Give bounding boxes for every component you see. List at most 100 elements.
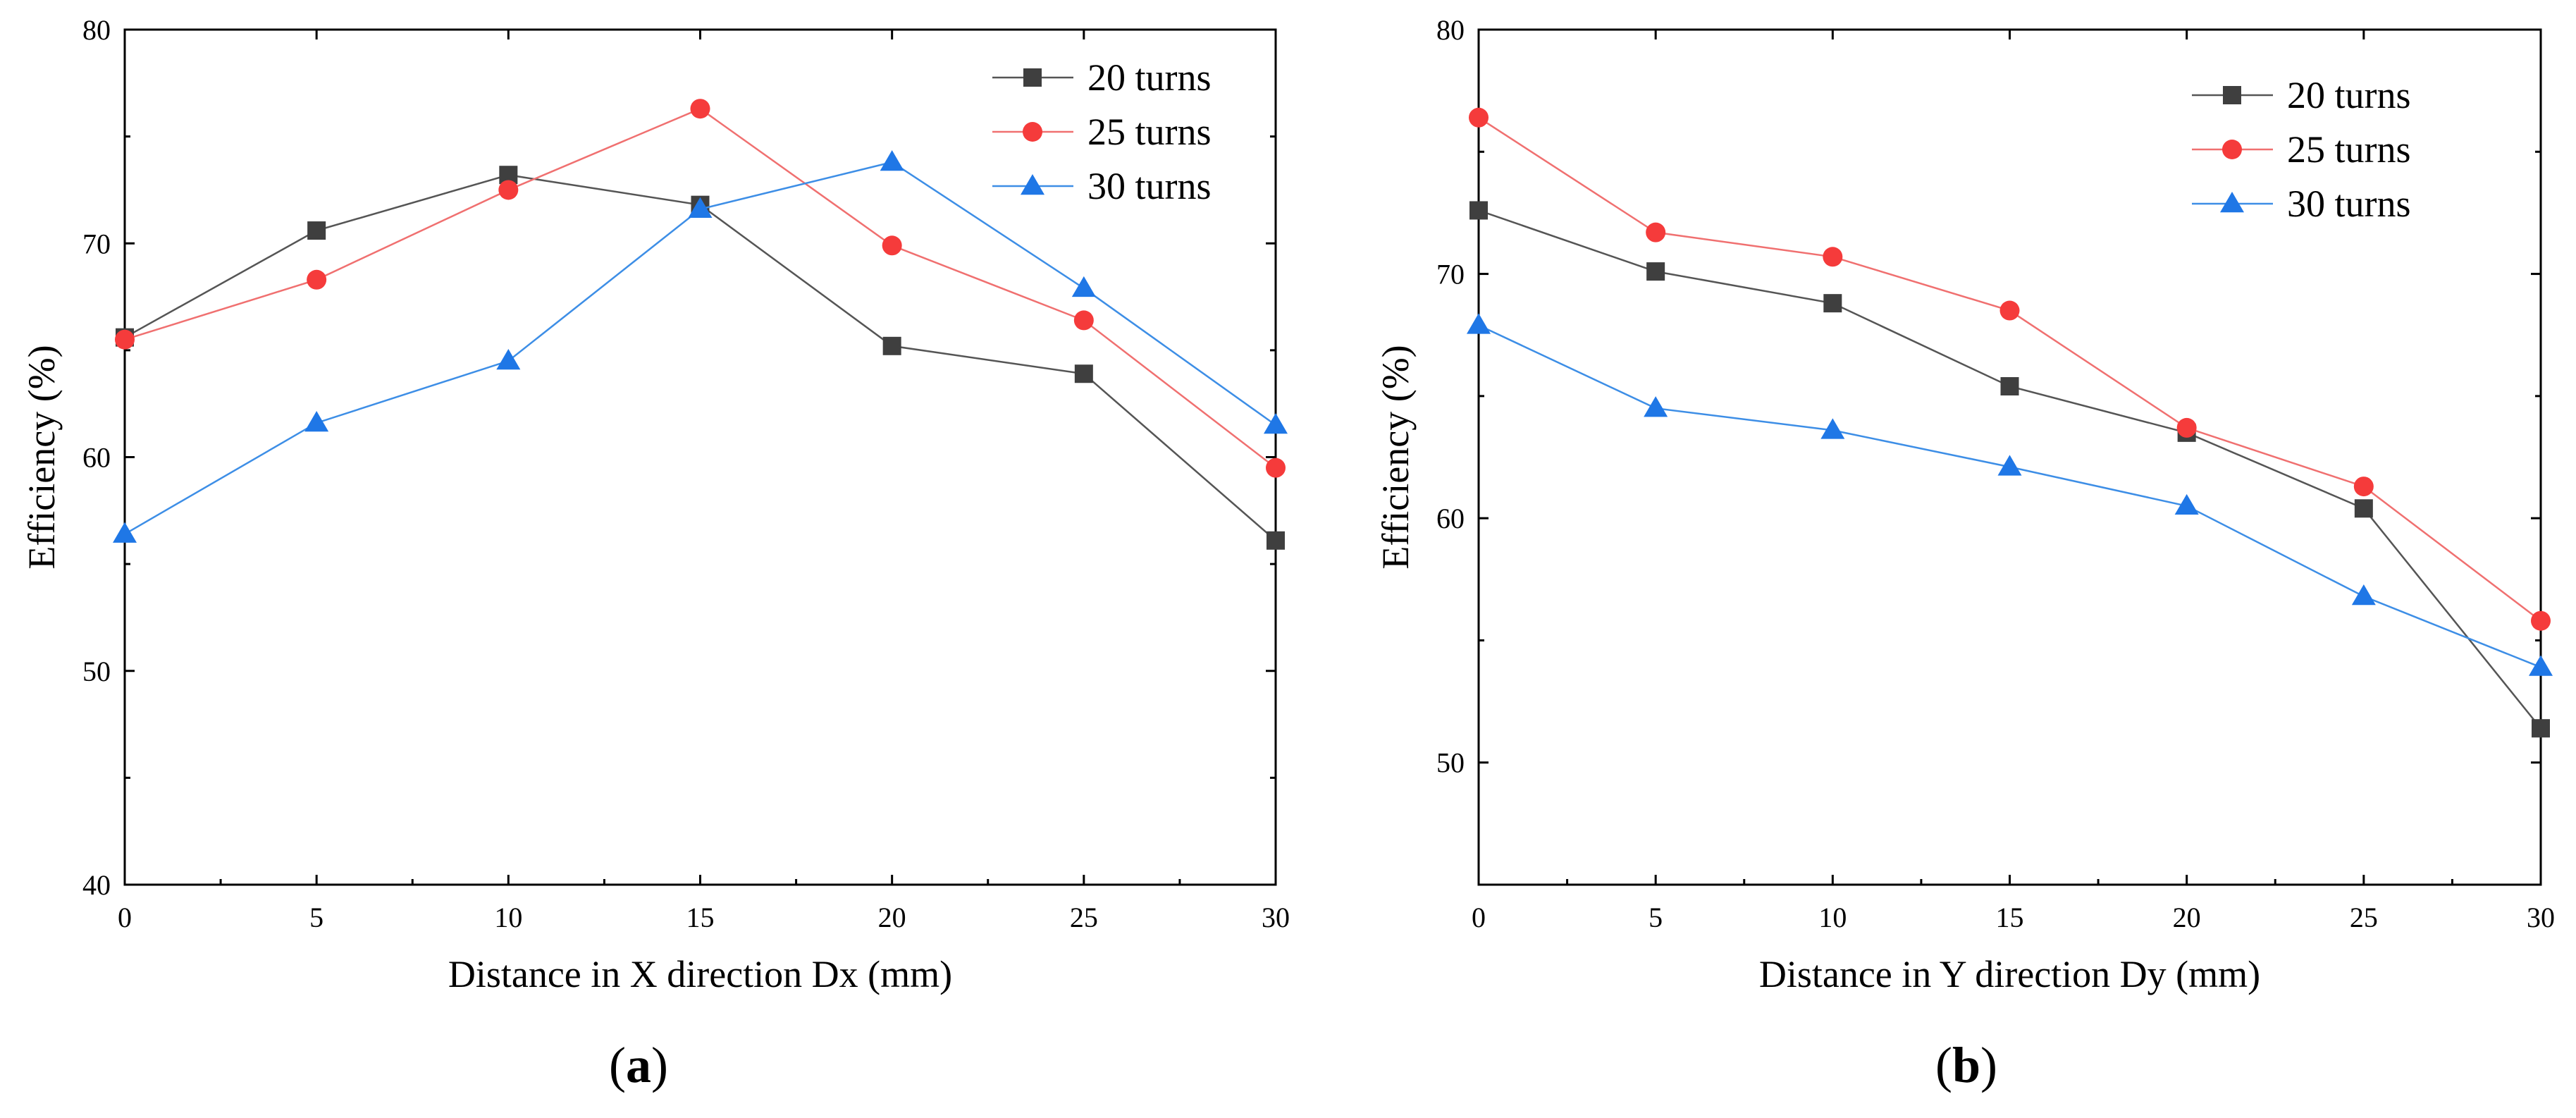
chart-b-y-axis-title: Efficiency (%) bbox=[1374, 345, 1417, 569]
chart-a-series-2-point bbox=[688, 197, 713, 218]
chart-a-panel-label: (a) bbox=[609, 1037, 668, 1093]
chart-a-panel-label-close: ) bbox=[651, 1037, 668, 1093]
chart-b: 0 5 10 15 20 25 30 50 60 70 80 Distance in Y direct… bbox=[1374, 14, 2555, 1093]
chart-b-series-0-point bbox=[2532, 719, 2550, 738]
chart-b-series-0-point bbox=[2354, 499, 2373, 518]
chart-b-series-2-point bbox=[1644, 396, 1668, 417]
chart-b-series-0-point bbox=[1823, 294, 1842, 313]
chart-a-legend-marker bbox=[1023, 122, 1042, 142]
chart-b-panel-label-letter: b bbox=[1952, 1037, 1980, 1093]
chart-b-series-1-point bbox=[2353, 477, 2374, 497]
chart-b-y-tick-label: 60 bbox=[1436, 503, 1465, 534]
chart-b-series-2-point bbox=[1467, 313, 1491, 334]
chart-a-series-2-line bbox=[124, 161, 1276, 535]
chart-b-series-1-point bbox=[2176, 417, 2197, 438]
chart-b-legend-label: 20 turns bbox=[2287, 74, 2411, 116]
chart-b-series-1-point bbox=[2531, 610, 2551, 631]
chart-a-x-tick-label: 25 bbox=[1070, 902, 1098, 933]
chart-b-series-2-point bbox=[1820, 418, 1845, 439]
chart-a-series-2-point bbox=[1264, 413, 1288, 434]
chart-a-series-0-line bbox=[124, 173, 1276, 541]
chart-b-x-tick-label: 15 bbox=[1996, 902, 2024, 933]
chart-a-legend-label: 20 turns bbox=[1087, 56, 1212, 99]
chart-b-series-1-point bbox=[1999, 300, 2020, 321]
chart-a-x-tick-label: 15 bbox=[686, 902, 715, 933]
chart-b-x-tick-label: 5 bbox=[1648, 902, 1663, 933]
chart-a-x-axis-title: Distance in X direction Dx (mm) bbox=[448, 953, 952, 995]
chart-a-legend-marker bbox=[1021, 174, 1044, 195]
chart-a-panel-label-open: ( bbox=[609, 1037, 626, 1093]
chart-b-series-2-point bbox=[2351, 584, 2376, 606]
chart-a-series-2-point bbox=[113, 522, 137, 543]
chart-a-x-tick-label: 10 bbox=[494, 902, 522, 933]
chart-a-series-1-point bbox=[115, 329, 135, 350]
chart-b-legend-marker bbox=[2222, 140, 2242, 159]
chart-b-series-2-line bbox=[1478, 324, 2541, 668]
chart-a-x-tick-label: 5 bbox=[309, 902, 323, 933]
chart-a-x-tick-label: 30 bbox=[1262, 902, 1290, 933]
chart-b-series-1-point bbox=[1646, 222, 1666, 242]
chart-b-panel-label-open: ( bbox=[1935, 1037, 1952, 1093]
chart-a-y-tick-label: 60 bbox=[82, 442, 111, 474]
chart-b-legend: 20 turns 25 turns 30 turns bbox=[2192, 74, 2411, 225]
chart-b-x-tick-label: 30 bbox=[2527, 902, 2555, 933]
chart-b-series-1 bbox=[1469, 107, 2551, 631]
chart-b-x-axis-title: Distance in Y direction Dy (mm) bbox=[1759, 953, 2260, 995]
chart-a-y-tick-label: 40 bbox=[82, 869, 111, 901]
chart-a-series-2 bbox=[113, 150, 1288, 543]
chart-a-series-0-point bbox=[1074, 364, 1093, 383]
chart-b-series-2-point bbox=[2529, 655, 2553, 676]
chart-b-series-0-point bbox=[2000, 376, 2019, 395]
chart-a-series-1-point bbox=[882, 235, 902, 256]
chart-a-series-2-point bbox=[880, 150, 904, 171]
chart-a-series-0-point bbox=[882, 336, 901, 355]
chart-a-y-tick-label: 70 bbox=[82, 228, 111, 259]
chart-a-x-tick-label: 0 bbox=[118, 902, 132, 933]
chart-a-series-1 bbox=[115, 99, 1286, 478]
chart-b-series-1-point bbox=[1823, 247, 1843, 267]
chart-b-x-tick-label: 0 bbox=[1472, 902, 1486, 933]
chart-a-plot-frame bbox=[123, 28, 1277, 886]
chart-a-x-tick-label: 20 bbox=[878, 902, 906, 933]
chart-a-series-2-point bbox=[1071, 276, 1096, 297]
chart-a-legend: 20 turns 25 turns 30 turns bbox=[992, 56, 1212, 207]
chart-b-legend-label: 30 turns bbox=[2287, 183, 2411, 225]
chart-a-y-tick-label: 50 bbox=[82, 656, 111, 687]
chart-b-series-0-point bbox=[1469, 201, 1488, 220]
chart-b-series-2-point bbox=[2174, 493, 2199, 515]
chart-a-series-0-point bbox=[307, 221, 326, 240]
chart-a-y-axis-title: Efficiency (%) bbox=[20, 345, 63, 569]
chart-a-y-tick-label: 80 bbox=[82, 14, 111, 46]
chart-b-y-tick-label: 50 bbox=[1436, 747, 1465, 779]
chart-a-series-1-point bbox=[690, 99, 710, 119]
chart-b-y-tick-label: 70 bbox=[1436, 259, 1465, 290]
chart-b-legend-marker bbox=[2223, 86, 2241, 104]
chart-b-panel-label-close: ) bbox=[1980, 1037, 1997, 1093]
chart-a-series-1-point bbox=[1073, 310, 1094, 331]
chart-b-legend-marker bbox=[2220, 192, 2244, 213]
chart-a-legend-label: 30 turns bbox=[1087, 165, 1212, 207]
chart-b-series-1-point bbox=[1469, 107, 1489, 128]
chart-a-legend-label: 25 turns bbox=[1087, 111, 1212, 153]
chart-b-panel-label: (b) bbox=[1935, 1037, 1997, 1093]
chart-b-series-2-point bbox=[1997, 455, 2022, 476]
chart-b-series-2 bbox=[1467, 313, 2553, 676]
chart-a-panel-label-letter: a bbox=[626, 1037, 651, 1093]
chart-b-series-0-point bbox=[1646, 262, 1665, 281]
chart-a-series-1-point bbox=[307, 269, 327, 290]
chart-b-x-tick-label: 25 bbox=[2350, 902, 2378, 933]
chart-b-legend-label: 25 turns bbox=[2287, 128, 2411, 171]
chart-a-series-0-point bbox=[1267, 531, 1285, 550]
chart-a-series-1-point bbox=[498, 180, 519, 200]
chart-a-series-2-point bbox=[496, 349, 521, 370]
chart-b-x-tick-label: 20 bbox=[2173, 902, 2201, 933]
chart-a-series-2-point bbox=[304, 410, 329, 432]
chart-a: 0 5 10 15 20 25 30 40 50 60 70 80 Distance in X dire… bbox=[20, 14, 1290, 1093]
chart-a-series-0 bbox=[116, 166, 1285, 550]
chart-a-series-1-line bbox=[124, 107, 1276, 469]
chart-b-x-tick-label: 10 bbox=[1818, 902, 1847, 933]
chart-a-legend-marker bbox=[1023, 68, 1042, 87]
chart-b-y-tick-label: 80 bbox=[1436, 14, 1465, 46]
chart-a-series-1-point bbox=[1266, 457, 1286, 478]
